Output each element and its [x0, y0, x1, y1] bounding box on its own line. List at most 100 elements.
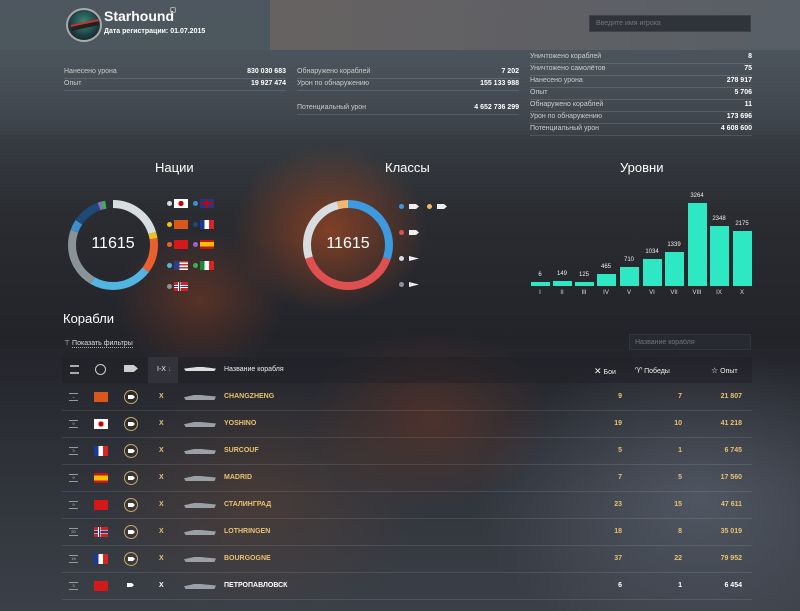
table-row[interactable]: 3 X ПЕТРОПАВЛОВСК 6 1 6 454 — [62, 573, 752, 600]
wins-count: 10 — [674, 420, 682, 427]
level-badge: 9 — [69, 420, 78, 428]
stat-row: Урон по обнаружению 173 696 — [530, 112, 752, 124]
ship-name[interactable]: СТАЛИНГРАД — [224, 501, 272, 508]
ship-tier: X — [159, 393, 164, 400]
flag-ussr-icon — [94, 581, 108, 591]
level-badge: 9 — [69, 474, 78, 482]
flag-france-icon[interactable] — [200, 220, 214, 229]
flag-europe-icon[interactable] — [174, 282, 188, 291]
flag-italy-icon[interactable] — [200, 261, 214, 270]
legend-dot — [193, 242, 198, 247]
ship-name[interactable]: MADRID — [224, 474, 252, 481]
bar-tier-6[interactable] — [643, 259, 662, 286]
legend-dot — [167, 242, 172, 247]
stat-row: Обнаружено кораблей 11 — [530, 100, 752, 112]
battleship-icon — [124, 390, 138, 404]
bar-tier-10[interactable] — [733, 231, 752, 286]
tier-sort-header[interactable]: I-X ↓ — [157, 366, 172, 373]
ship-image — [184, 501, 216, 508]
nations-title: Нации — [155, 160, 194, 175]
ship-name[interactable]: ПЕТРОПАВЛОВСК — [224, 582, 288, 589]
level-sort-icon[interactable] — [70, 365, 79, 374]
flag-pan-asia-icon — [94, 392, 108, 402]
flag-ussr-icon[interactable] — [174, 240, 188, 249]
table-row[interactable]: 3 X SURCOUF 5 1 6 745 — [62, 438, 752, 465]
aircraft-carrier-icon[interactable] — [437, 204, 447, 209]
stat-row: Нанесено урона 830 030 683 — [64, 67, 286, 79]
bar-label: IX — [716, 290, 722, 296]
flag-europe-icon — [94, 527, 108, 537]
nation-sort-icon[interactable] — [95, 364, 106, 375]
battleship-icon[interactable] — [409, 204, 419, 209]
bar-value: 125 — [578, 272, 589, 278]
cruiser-icon[interactable] — [409, 230, 419, 235]
ship-name[interactable]: CHANGZHENG — [224, 393, 275, 400]
flag-usa-icon[interactable] — [174, 261, 188, 270]
battles-count: 5 — [618, 447, 622, 454]
bar-value: 1034 — [645, 249, 659, 255]
player-search-input[interactable] — [589, 15, 751, 32]
table-row[interactable]: 9 X MADRID 7 5 17 560 — [62, 465, 752, 492]
tier-sort-column[interactable] — [148, 357, 178, 383]
flag-japan-icon — [94, 419, 108, 429]
flag-spain-icon — [94, 473, 108, 483]
table-row[interactable]: 20 X LOTHRINGEN 18 8 35 019 — [62, 519, 752, 546]
bar-value: 2348 — [712, 216, 726, 222]
flag-japan-icon[interactable] — [174, 199, 188, 208]
table-row[interactable]: ⌄ X CHANGZHENG 9 7 21 807 — [62, 384, 752, 411]
show-filters-label: Показать фильтры — [72, 340, 133, 348]
bar-tier-9[interactable] — [710, 226, 729, 286]
nations-donut-chart[interactable] — [67, 199, 159, 291]
battles-column-header[interactable]: ✕ Бои — [594, 366, 616, 376]
stat-row: Нанесено урона 278 917 — [530, 76, 752, 88]
submarine-icon[interactable] — [409, 282, 419, 287]
wins-count: 1 — [678, 582, 682, 589]
xp-column-header[interactable]: ☆ Опыт — [711, 366, 738, 375]
ship-name[interactable]: YOSHINO — [224, 420, 257, 427]
bar-label: V — [626, 290, 631, 296]
show-filters-button[interactable]: ⊤ Показать фильтры — [64, 339, 133, 348]
stat-row: Опыт 19 927 474 — [64, 79, 286, 91]
wins-column-header[interactable]: ♈ Победы — [635, 366, 670, 375]
ship-image — [184, 555, 216, 562]
bar-tier-5[interactable] — [620, 267, 639, 286]
ship-tier: X — [159, 474, 164, 481]
table-row[interactable]: 19 X BOURGOGNE 37 22 79 952 — [62, 546, 752, 573]
copy-icon[interactable] — [170, 7, 176, 13]
stat-row: Опыт 5 706 — [530, 88, 752, 100]
xp-value: 6 454 — [724, 582, 742, 589]
bar-tier-1[interactable] — [531, 282, 550, 286]
battles-count: 6 — [618, 582, 622, 589]
flag-spain-icon[interactable] — [200, 240, 214, 249]
table-row[interactable]: 9 X СТАЛИНГРАД 23 15 47 611 — [62, 492, 752, 519]
name-column-header[interactable]: Название корабля — [224, 366, 284, 373]
star-icon: ☆ — [711, 366, 719, 375]
stat-row: Урон по обнаружению 155 133 988 — [297, 79, 519, 91]
ship-name[interactable]: SURCOUF — [224, 447, 259, 454]
bar-tier-7[interactable] — [665, 252, 684, 286]
ship-search-input[interactable] — [629, 334, 751, 350]
destroyer-icon[interactable] — [409, 256, 419, 261]
bar-tier-4[interactable] — [597, 274, 616, 286]
level-badge: 3 — [69, 582, 78, 590]
classes-donut-chart[interactable] — [302, 199, 394, 291]
wins-count: 8 — [678, 528, 682, 535]
wins-count: 7 — [678, 393, 682, 400]
ship-image — [184, 582, 216, 589]
flag-pan-asia-icon[interactable] — [174, 220, 188, 229]
ship-name[interactable]: BOURGOGNE — [224, 555, 271, 562]
bar-tier-8[interactable] — [688, 203, 707, 286]
classes-total: 11615 — [326, 235, 370, 252]
legend-dot — [399, 282, 404, 287]
arrow-down-icon: ↓ — [167, 366, 172, 373]
ship-name[interactable]: LOTHRINGEN — [224, 528, 271, 535]
class-sort-icon[interactable] — [124, 365, 138, 372]
table-row[interactable]: 9 X YOSHINO 19 10 41 218 — [62, 411, 752, 438]
bar-tier-2[interactable] — [553, 281, 572, 286]
flag-uk-icon[interactable] — [200, 199, 214, 208]
legend-dot — [167, 263, 172, 268]
flag-france-icon — [94, 446, 108, 456]
bar-value: 1339 — [667, 242, 681, 248]
level-badge: 20 — [69, 528, 78, 536]
bar-tier-3[interactable] — [575, 282, 594, 286]
